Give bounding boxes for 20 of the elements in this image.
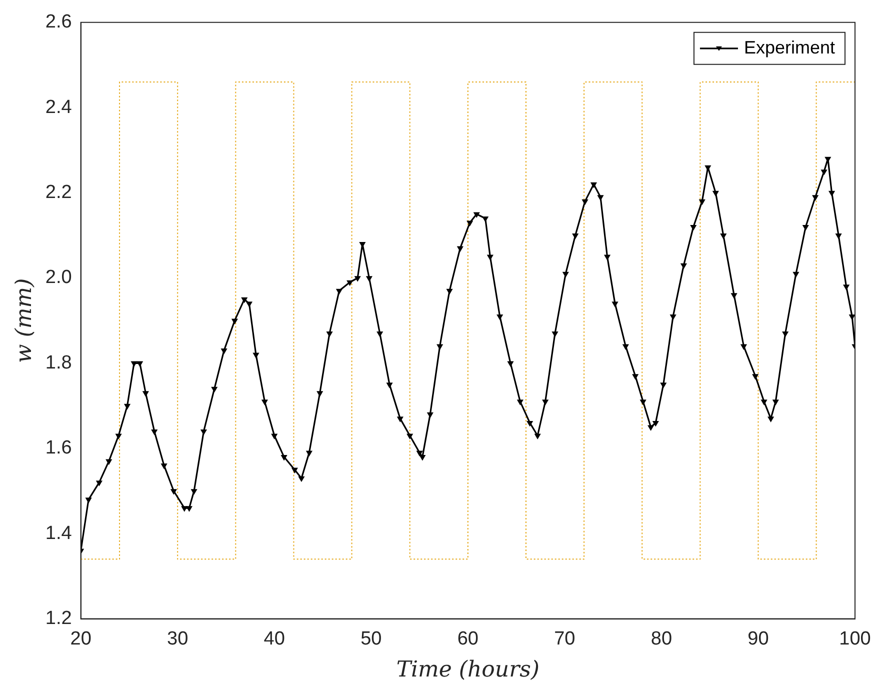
x-tick-label: 50 [360,628,382,650]
x-axis-title: Time (hours) [396,658,540,683]
y-tick-label: 1.8 [45,352,72,374]
x-tick-label: 90 [748,628,769,650]
y-tick-label: 1.4 [45,522,72,544]
y-tick-label: 1.2 [45,608,72,630]
x-tick-label: 30 [167,628,188,650]
y-tick-label: 2.4 [45,96,72,118]
x-tick-label: 80 [650,628,672,650]
x-tick-label: 40 [264,628,285,650]
x-tick-label: 20 [70,628,92,650]
y-tick-label: 2.6 [45,12,72,33]
x-tick-label: 60 [457,628,478,650]
x-tick-label: 70 [554,628,576,650]
y-tick-label: 1.6 [45,438,72,459]
x-tick-label: 100 [839,628,871,650]
y-tick-label: 2.2 [45,182,72,204]
legend-label: Experiment [744,37,836,58]
y-axis-title: w (mm) [12,278,37,363]
y-tick-label: 2.0 [45,267,72,288]
